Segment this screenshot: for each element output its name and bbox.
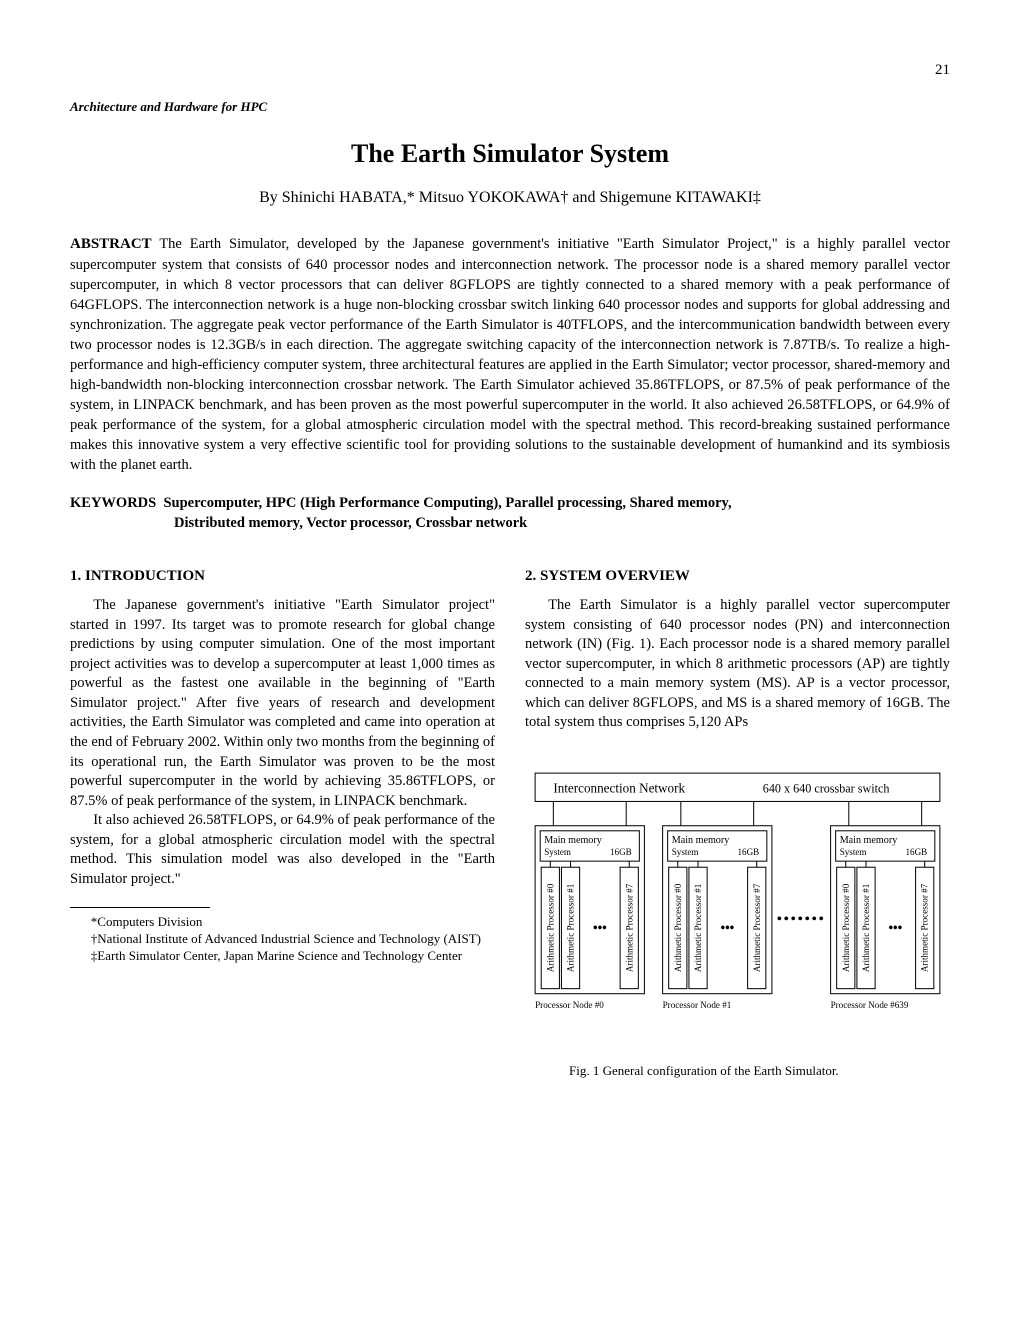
figure-1-svg: Interconnection Network 640 x 640 crossba… — [525, 763, 950, 1046]
page-number: 21 — [70, 60, 950, 80]
svg-text:Arithmetic Processor #1: Arithmetic Processor #1 — [861, 884, 871, 972]
svg-text:•••: ••• — [593, 920, 607, 935]
svg-text:Arithmetic Processor #7: Arithmetic Processor #7 — [920, 883, 930, 972]
svg-text:16GB: 16GB — [905, 847, 927, 857]
section-heading-overview: 2. SYSTEM OVERVIEW — [525, 566, 950, 586]
figure-1: Interconnection Network 640 x 640 crossba… — [525, 763, 950, 1080]
svg-text:Arithmetic Processor #7: Arithmetic Processor #7 — [624, 883, 634, 972]
svg-text:Arithmetic Processor #0: Arithmetic Processor #0 — [841, 883, 851, 972]
svg-text:Main memory: Main memory — [544, 835, 603, 846]
overview-paragraph-1: The Earth Simulator is a highly parallel… — [525, 596, 950, 733]
abstract: ABSTRACT The Earth Simulator, developed … — [70, 234, 950, 475]
right-column: 2. SYSTEM OVERVIEW The Earth Simulator i… — [525, 560, 950, 1080]
svg-text:16GB: 16GB — [610, 847, 632, 857]
section-heading-intro: 1. INTRODUCTION — [70, 566, 495, 586]
intro-paragraph-2: It also achieved 26.58TFLOPS, or 64.9% o… — [70, 811, 495, 889]
keywords: KEYWORDS Supercomputer, HPC (High Perfor… — [70, 493, 950, 534]
keywords-line2: Distributed memory, Vector processor, Cr… — [70, 513, 950, 533]
footnote-2: †National Institute of Advanced Industri… — [70, 931, 495, 948]
svg-text:System: System — [840, 847, 867, 857]
authors-line: By Shinichi HABATA,* Mitsuo YOKOKAWA† an… — [70, 187, 950, 209]
svg-text:Arithmetic Processor #1: Arithmetic Processor #1 — [566, 884, 576, 972]
svg-text:Main memory: Main memory — [672, 835, 731, 846]
header-topic: Architecture and Hardware for HPC — [70, 98, 950, 116]
figure-1-caption: Fig. 1 General configuration of the Eart… — [569, 1063, 926, 1080]
paper-title: The Earth Simulator System — [70, 136, 950, 171]
svg-text:640 x 640 crossbar switch: 640 x 640 crossbar switch — [763, 781, 890, 795]
svg-text:Interconnection Network: Interconnection Network — [553, 780, 685, 795]
svg-text:Arithmetic Processor #0: Arithmetic Processor #0 — [673, 883, 683, 972]
keywords-label: KEYWORDS — [70, 495, 156, 511]
abstract-text: The Earth Simulator, developed by the Ja… — [70, 236, 950, 473]
svg-text:•••: ••• — [720, 920, 734, 935]
svg-text:Main memory: Main memory — [840, 835, 899, 846]
footnote-rule — [70, 907, 210, 908]
svg-text:16GB: 16GB — [738, 847, 760, 857]
svg-text:Processor Node #1: Processor Node #1 — [663, 1000, 732, 1010]
svg-text:System: System — [544, 847, 571, 857]
svg-text:Arithmetic Processor #0: Arithmetic Processor #0 — [545, 883, 555, 972]
abstract-label: ABSTRACT — [70, 236, 152, 252]
footnote-3: ‡Earth Simulator Center, Japan Marine Sc… — [70, 948, 495, 965]
svg-text:•••••••: ••••••• — [777, 911, 826, 927]
keywords-line1: Supercomputer, HPC (High Performance Com… — [163, 495, 731, 511]
svg-text:•••: ••• — [888, 920, 902, 935]
left-column: 1. INTRODUCTION The Japanese government'… — [70, 560, 495, 1080]
svg-text:Processor Node #639: Processor Node #639 — [831, 1000, 909, 1010]
intro-paragraph-1: The Japanese government's initiative "Ea… — [70, 596, 495, 811]
footnote-1: *Computers Division — [70, 914, 495, 931]
svg-text:Arithmetic Processor #1: Arithmetic Processor #1 — [693, 884, 703, 972]
svg-text:Processor Node #0: Processor Node #0 — [535, 1000, 604, 1010]
svg-text:System: System — [672, 847, 699, 857]
two-column-body: 1. INTRODUCTION The Japanese government'… — [70, 560, 950, 1080]
svg-text:Arithmetic Processor #7: Arithmetic Processor #7 — [752, 883, 762, 972]
